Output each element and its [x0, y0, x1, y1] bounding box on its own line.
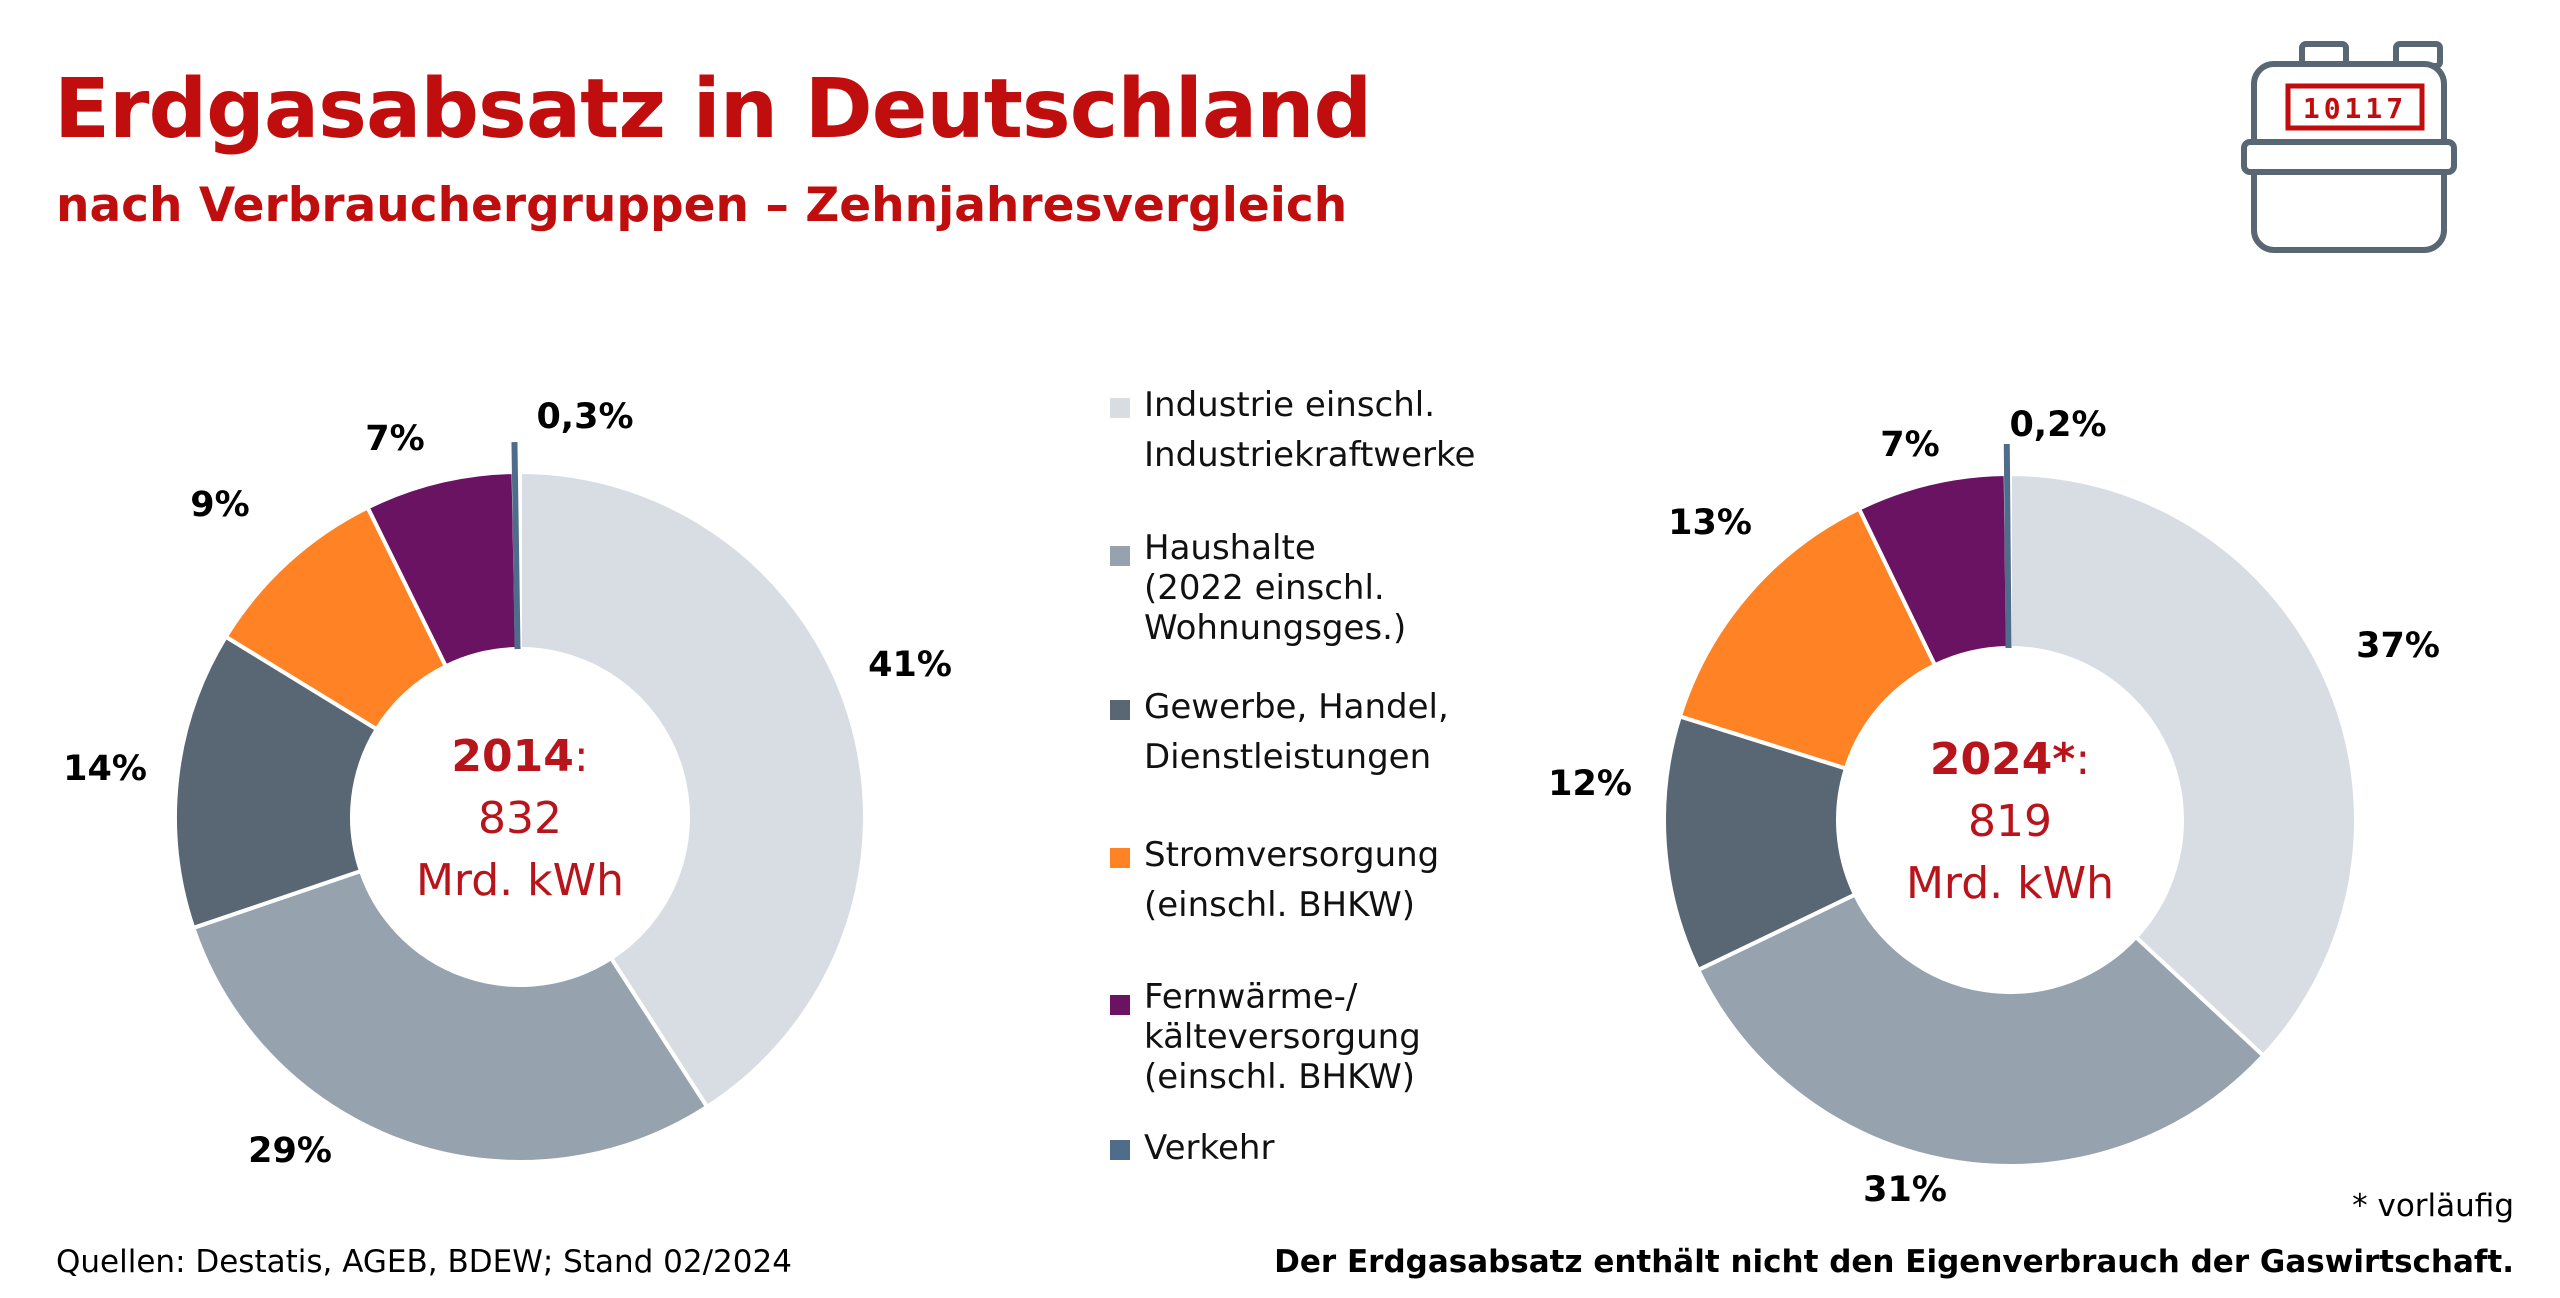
page-subtitle: nach Verbrauchergruppen – Zehnjahresverg… — [56, 178, 1348, 233]
slice-label-3-2014: 14% — [63, 749, 147, 789]
center-unit-2024: Mrd. kWh — [1906, 858, 2114, 909]
slice-label-2-2014: 29% — [248, 1131, 332, 1171]
slice-label-6-2024: 0,2% — [2009, 405, 2106, 445]
legend-label-line: Wohnungsges.) — [1144, 608, 1407, 648]
legend-label-line: (einschl. BHKW) — [1144, 1057, 1416, 1097]
legend-label-line: Industrie einschl. — [1144, 385, 1436, 425]
legend-label: Gewerbe, Handel, Dienstleistungen — [1144, 682, 1544, 782]
footnote: * vorläufig — [2352, 1188, 2514, 1224]
legend-swatch — [1110, 995, 1130, 1015]
page-title: Erdgasabsatz in Deutschland — [54, 62, 1372, 157]
slice-label-2-2024: 31% — [1863, 1170, 1947, 1210]
center-unit-2014: Mrd. kWh — [416, 855, 624, 906]
legend-label-line: Haushalte — [1144, 528, 1316, 568]
slice-1-2014 — [518, 469, 867, 1110]
legend-label-line: Gewerbe, Handel, — [1144, 687, 1449, 727]
slice-label-4-2024: 13% — [1668, 503, 1752, 543]
slice-6-2024 — [2003, 443, 2012, 649]
legend-swatch — [1110, 848, 1130, 868]
legend-label: Stromversorgung (einschl. BHKW) — [1144, 830, 1544, 930]
center-total-2014: 832 — [478, 793, 562, 844]
donut-chart-2014: 41% 29% 14% 9% 7% 0,3% 2014: 832 Mrd. kWh — [63, 397, 952, 1171]
legend-label: Verkehr — [1144, 1128, 1544, 1168]
legend-label: Fernwärme-/kälteversorgung (einschl. BHKW… — [1144, 977, 1544, 1097]
slice-4-2024 — [1677, 505, 1938, 771]
disclaimer: Der Erdgasabsatz enthält nicht den Eigen… — [1274, 1244, 2514, 1280]
slice-label-6-2014: 0,3% — [536, 397, 633, 437]
legend-swatch — [1110, 1140, 1130, 1160]
center-total-2024: 819 — [1968, 796, 2052, 847]
legend-swatch — [1110, 700, 1130, 720]
slice-3-2024 — [1662, 713, 1858, 973]
meter-reading: 10117 — [2303, 92, 2407, 125]
legend-label-line: Industriekraftwerke — [1144, 435, 1476, 475]
legend-label-line: Verkehr — [1144, 1128, 1275, 1168]
slice-label-5-2024: 7% — [1880, 425, 1939, 465]
slice-2-2014 — [190, 868, 710, 1164]
slice-6-2014 — [511, 441, 521, 650]
gas-meter-icon: 10117 — [2241, 41, 2457, 253]
legend-label-line: (2022 einschl. — [1144, 568, 1385, 608]
slice-3-2014 — [173, 634, 380, 931]
center-year-2024: 2024*: — [1930, 734, 2090, 785]
slice-label-4-2014: 9% — [190, 485, 249, 525]
slice-label-1-2014: 41% — [868, 645, 952, 685]
legend-label-line: Dienstleistungen — [1144, 737, 1432, 777]
legend-label: Haushalte (2022 einschl. Wohnungsges.) — [1144, 528, 1544, 648]
legend-label: Industrie einschl. Industriekraftwerke — [1144, 380, 1544, 480]
slice-1-2024 — [2008, 471, 2358, 1059]
slice-2-2024 — [1695, 891, 2267, 1168]
slice-label-3-2024: 12% — [1548, 764, 1632, 804]
donut-chart-2024: 37% 31% 12% 13% 7% 0,2% 2024*: 819 Mrd. kWh — [1548, 405, 2440, 1210]
slice-label-5-2014: 7% — [365, 419, 424, 459]
source-note: Quellen: Destatis, AGEB, BDEW; Stand 02/… — [56, 1244, 792, 1280]
legend-label-line: (einschl. BHKW) — [1144, 885, 1416, 925]
legend-label-line: Fernwärme-/ — [1144, 977, 1358, 1017]
slice-label-1-2024: 37% — [2356, 626, 2440, 666]
center-year-2014: 2014: — [451, 731, 588, 782]
legend-swatch — [1110, 546, 1130, 566]
legend-label-line: kälteversorgung — [1144, 1017, 1421, 1057]
legend-swatch — [1110, 398, 1130, 418]
legend-label-line: Stromversorgung — [1144, 835, 1440, 875]
